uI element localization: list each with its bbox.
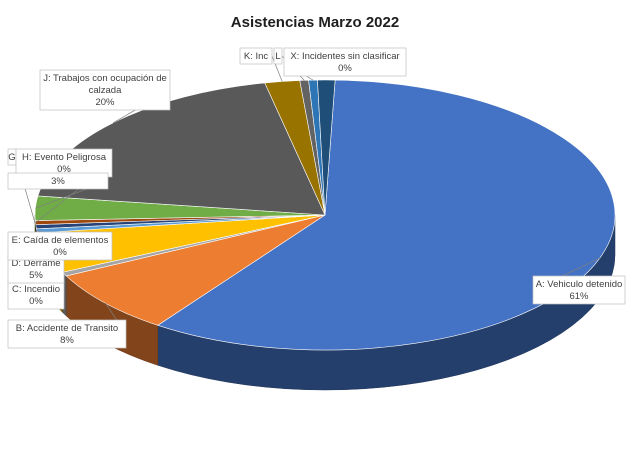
data-label-text-11-0: X: Incidentes sin clasificar [290, 51, 399, 62]
data-label-box-1 [7, 319, 127, 349]
data-label-text-2-0: C: Incendio [12, 284, 60, 295]
data-label-text-1-0: B: Accidente de Transito [16, 323, 118, 334]
data-label-text-6-1: 0% [57, 164, 71, 175]
data-label-box-6 [15, 148, 113, 178]
data-label-text-0-0: A: Vehiculo detenido [536, 279, 623, 290]
data-label-box-4 [7, 231, 113, 261]
data-label-text-6-0: H: Evento Peligrosa [22, 152, 107, 163]
data-label-text-5-0: G [8, 152, 15, 163]
chart-title: Asistencias Marzo 2022 [230, 14, 400, 31]
data-label-text-1-1: 8% [60, 335, 74, 346]
data-label-text-7-0: 3% [51, 176, 65, 187]
data-label-text-0-1: 61% [569, 291, 589, 302]
pie-top [34, 79, 616, 351]
data-label-text-3-1: 5% [29, 270, 43, 281]
data-label-text-2-1: 0% [29, 296, 43, 307]
data-label-text-10-0: L [275, 51, 280, 62]
data-label-box-8 [39, 69, 171, 111]
data-label-box-2 [7, 280, 65, 310]
pie-slice-12 [317, 79, 336, 216]
data-label-box-7 [7, 172, 109, 190]
data-label-text-8-2: 20% [95, 97, 115, 108]
data-label-text-8-1: calzada [89, 85, 122, 96]
data-label-text-9-0: K: Inc [244, 51, 269, 62]
data-label-box-11 [283, 47, 407, 77]
data-label-text-4-0: E: Caída de elementos [12, 235, 109, 246]
data-label-box-9 [239, 47, 273, 65]
data-label-text-3-0: D: Derrame [11, 258, 60, 269]
data-label-text-11-1: 0% [338, 63, 352, 74]
data-label-text-4-1: 0% [53, 247, 67, 258]
data-label-box-0 [532, 275, 626, 305]
data-label-text-8-0: J: Trabajos con ocupación de [43, 73, 167, 84]
data-label-box-10 [273, 47, 283, 65]
